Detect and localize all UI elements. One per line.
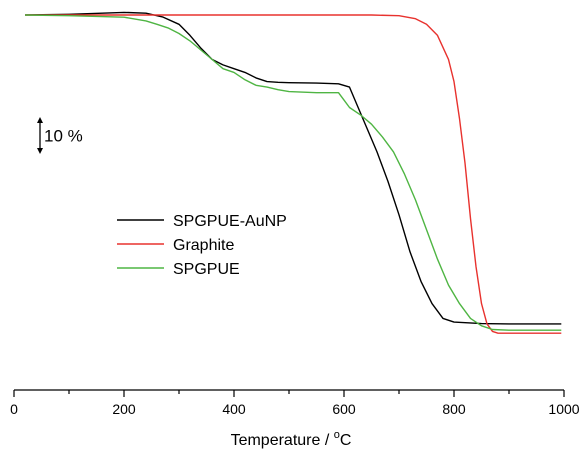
series-line-spgpue-aunp: [24, 11, 562, 325]
x-tick-label: 400: [222, 401, 246, 417]
x-tick-label: 0: [10, 401, 18, 417]
series-line-graphite: [25, 14, 562, 334]
plot-lines: [24, 11, 562, 334]
legend-label-spgpue: SPGPUE: [173, 261, 240, 278]
x-tick-label: 600: [332, 401, 356, 417]
x-axis-label-unit: C: [340, 432, 352, 449]
scale-bar-arrow-up: [37, 117, 43, 123]
x-axis-label: Temperature / oC: [231, 429, 352, 449]
series-line-spgpue: [24, 14, 562, 331]
legend-label-graphite: Graphite: [173, 237, 234, 254]
x-ticks: 0 200 400 600 800 1000: [10, 390, 580, 417]
scale-bar-label: 10 %: [44, 127, 83, 146]
x-axis-label-text: Temperature /: [231, 432, 334, 449]
legend: SPGPUE-AuNP Graphite SPGPUE: [117, 213, 287, 278]
x-tick-label: 200: [112, 401, 136, 417]
x-axis-label-degree: o: [334, 429, 340, 441]
x-tick-label: 1000: [548, 401, 579, 417]
scale-bar: [37, 117, 43, 154]
scale-bar-arrow-down: [37, 148, 43, 154]
legend-label-spgpue-aunp: SPGPUE-AuNP: [173, 213, 287, 230]
x-tick-label: 800: [442, 401, 466, 417]
